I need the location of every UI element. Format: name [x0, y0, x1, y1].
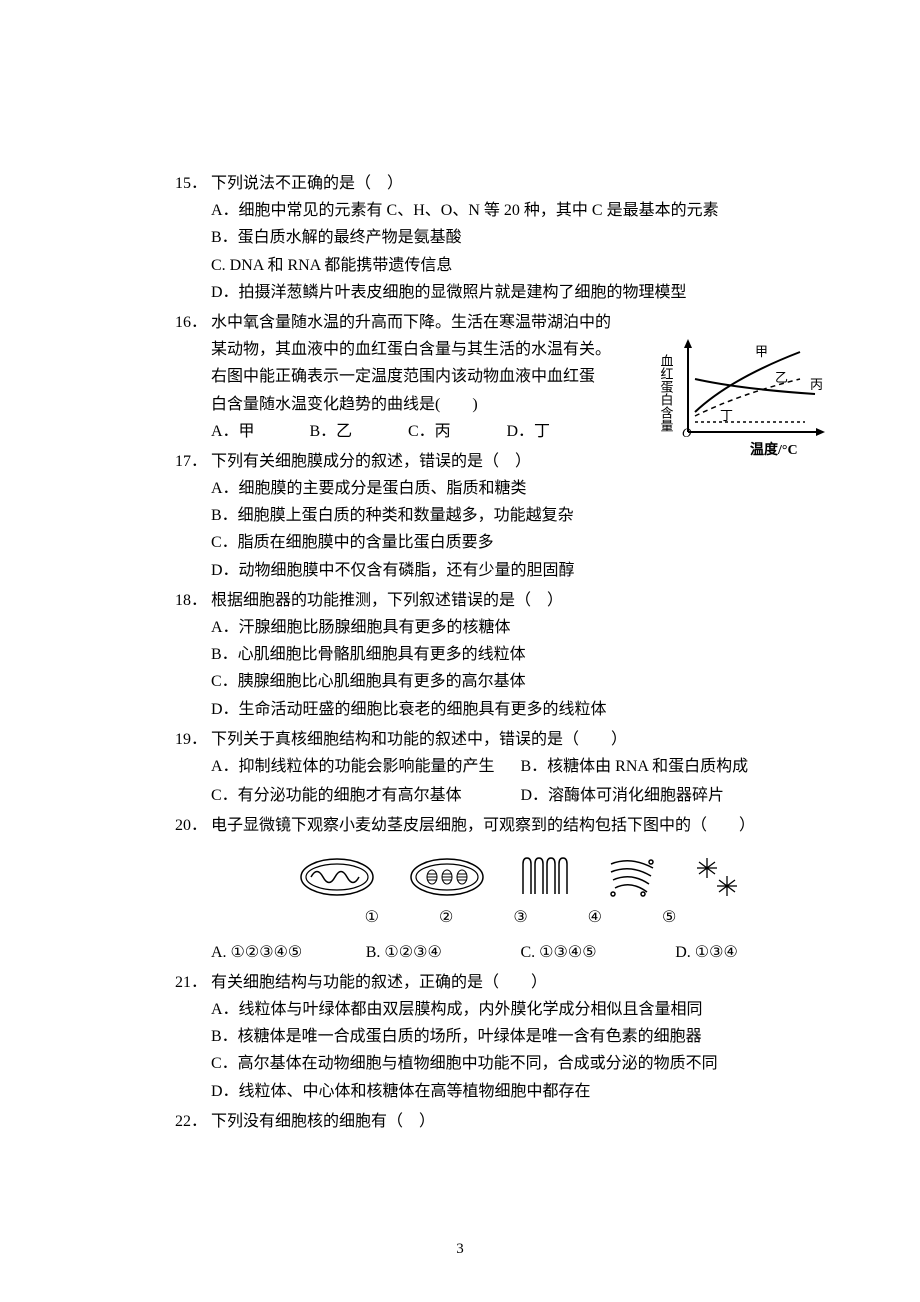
q20-label-2: ② [439, 904, 453, 931]
q20-opt-c: C. ①③④⑤ [521, 939, 676, 966]
q20-labels: ① ② ③ ④ ⑤ [175, 904, 830, 931]
diagram-centriole-icon [689, 854, 745, 900]
q20-label-3: ③ [513, 904, 527, 931]
q16-stem-line4: 白含量随水温变化趋势的曲线是( ) [211, 391, 641, 418]
diagram-chloroplast-icon [407, 854, 487, 900]
question-21: 21． 有关细胞结构与功能的叙述，正确的是（ ） A．线粒体与叶绿体都由双层膜构… [175, 969, 830, 1105]
svg-text:丁: 丁 [720, 408, 733, 423]
q20-label-4: ④ [588, 904, 602, 931]
q20-stem: 电子显微镜下观察小麦幼茎皮层细胞，可观察到的结构包括下图中的（ ） [211, 812, 830, 839]
q15-opt-b: B．蛋白质水解的最终产物是氨基酸 [211, 224, 830, 251]
svg-text:乙: 乙 [775, 370, 788, 385]
page-number: 3 [456, 1237, 464, 1263]
q18-opt-d: D．生命活动旺盛的细胞比衰老的细胞具有更多的线粒体 [211, 696, 830, 723]
q22-header: 22． 下列没有细胞核的细胞有（ ） [175, 1108, 830, 1135]
q20-num: 20． [175, 812, 211, 839]
q16-options: A．甲 B．乙 C．丙 D．丁 [175, 418, 605, 445]
q16-stem-line3: 右图中能正确表示一定温度范围内该动物血液中血红蛋 [211, 363, 641, 390]
question-15: 15． 下列说法不正确的是（ ） A．细胞中常见的元素有 C、H、O、N 等 2… [175, 170, 830, 306]
q20-diagrams [175, 854, 830, 900]
q20-options: A. ①②③④⑤ B. ①②③④ C. ①③④⑤ D. ①③④ [175, 939, 830, 966]
q21-num: 21． [175, 969, 211, 996]
q17-options: A．细胞膜的主要成分是蛋白质、脂质和糖类 B．细胞膜上蛋白质的种类和数量越多，功… [175, 475, 830, 584]
q16-opt-a: A．甲 [211, 418, 310, 445]
diagram-er-icon [517, 854, 573, 900]
q18-options: A．汗腺细胞比肠腺细胞具有更多的核糖体 B．心肌细胞比骨骼肌细胞具有更多的线粒体… [175, 614, 830, 723]
q15-header: 15． 下列说法不正确的是（ ） [175, 170, 830, 197]
q15-num: 15． [175, 170, 211, 197]
q18-opt-c: C．胰腺细胞比心肌细胞具有更多的高尔基体 [211, 668, 830, 695]
q16-opt-d: D．丁 [507, 418, 606, 445]
q16-opt-c: C．丙 [408, 418, 507, 445]
q22-num: 22． [175, 1108, 211, 1135]
q21-opt-a: A．线粒体与叶绿体都由双层膜构成，内外膜化学成分相似且含量相同 [211, 996, 830, 1023]
q17-opt-c: C．脂质在细胞膜中的含量比蛋白质要多 [211, 529, 830, 556]
svg-text:温度/°C: 温度/°C [750, 441, 798, 458]
q16-stem: 水中氧含量随水温的升高而下降。生活在寒温带湖泊中的 某动物，其血液中的血红蛋白含… [211, 309, 641, 418]
q18-opt-b: B．心肌细胞比骨骼肌细胞具有更多的线粒体 [211, 641, 830, 668]
q17-num: 17． [175, 448, 211, 475]
q18-stem: 根据细胞器的功能推测，下列叙述错误的是（ ） [211, 587, 830, 614]
q15-stem: 下列说法不正确的是（ ） [211, 170, 830, 197]
q20-label-5: ⑤ [662, 904, 676, 931]
q22-stem: 下列没有细胞核的细胞有（ ） [211, 1108, 830, 1135]
q19-opt-d: D．溶酶体可消化细胞器碎片 [521, 782, 831, 809]
q17-opt-d: D．动物细胞膜中不仅含有磷脂，还有少量的胆固醇 [211, 557, 830, 584]
q21-opt-c: C．高尔基体在动物细胞与植物细胞中功能不同，合成或分泌的物质不同 [211, 1050, 830, 1077]
svg-text:丙: 丙 [810, 377, 823, 392]
question-17: 17． 下列有关细胞膜成分的叙述，错误的是（ ） A．细胞膜的主要成分是蛋白质、… [175, 448, 830, 584]
q20-opt-d: D. ①③④ [675, 939, 830, 966]
q18-header: 18． 根据细胞器的功能推测，下列叙述错误的是（ ） [175, 587, 830, 614]
q16-graph: O 血红蛋白含量 温度/°C 甲 乙 丙 丁 [660, 334, 840, 464]
q18-opt-a: A．汗腺细胞比肠腺细胞具有更多的核糖体 [211, 614, 830, 641]
q16-stem-line1: 水中氧含量随水温的升高而下降。生活在寒温带湖泊中的 [211, 309, 641, 336]
q15-opt-c: C. DNA 和 RNA 都能携带遗传信息 [211, 252, 830, 279]
q19-opt-c: C．有分泌功能的细胞才有高尔基体 [211, 782, 521, 809]
q19-opt-a: A．抑制线粒体的功能会影响能量的产生 [211, 753, 521, 780]
q20-header: 20． 电子显微镜下观察小麦幼茎皮层细胞，可观察到的结构包括下图中的（ ） [175, 812, 830, 839]
q21-opt-d: D．线粒体、中心体和核糖体在高等植物细胞中都存在 [211, 1078, 830, 1105]
question-19: 19． 下列关于真核细胞结构和功能的叙述中，错误的是（ ） A．抑制线粒体的功能… [175, 726, 830, 810]
q19-options: A．抑制线粒体的功能会影响能量的产生 B．核糖体由 RNA 和蛋白质构成 C．有… [175, 753, 830, 809]
svg-text:血红蛋白含量: 血红蛋白含量 [660, 354, 674, 432]
q16-opt-b: B．乙 [310, 418, 409, 445]
q21-options: A．线粒体与叶绿体都由双层膜构成，内外膜化学成分相似且含量相同 B．核糖体是唯一… [175, 996, 830, 1105]
q21-stem: 有关细胞结构与功能的叙述，正确的是（ ） [211, 969, 830, 996]
diagram-golgi-icon [603, 854, 659, 900]
question-20: 20． 电子显微镜下观察小麦幼茎皮层细胞，可观察到的结构包括下图中的（ ） [175, 812, 830, 966]
q20-label-1: ① [365, 904, 379, 931]
q19-opt-b: B．核糖体由 RNA 和蛋白质构成 [521, 753, 831, 780]
q16-stem-line2: 某动物，其血液中的血红蛋白含量与其生活的水温有关。 [211, 336, 641, 363]
svg-text:甲: 甲 [755, 344, 768, 359]
q21-header: 21． 有关细胞结构与功能的叙述，正确的是（ ） [175, 969, 830, 996]
q20-opt-b: B. ①②③④ [366, 939, 521, 966]
svg-text:O: O [682, 425, 692, 440]
question-18: 18． 根据细胞器的功能推测，下列叙述错误的是（ ） A．汗腺细胞比肠腺细胞具有… [175, 587, 830, 723]
q16-num: 16． [175, 309, 211, 336]
question-22: 22． 下列没有细胞核的细胞有（ ） [175, 1108, 830, 1135]
q19-stem: 下列关于真核细胞结构和功能的叙述中，错误的是（ ） [211, 726, 830, 753]
q19-num: 19． [175, 726, 211, 753]
q18-num: 18． [175, 587, 211, 614]
q17-opt-b: B．细胞膜上蛋白质的种类和数量越多，功能越复杂 [211, 502, 830, 529]
q15-opt-d: D．拍摄洋葱鳞片叶表皮细胞的显微照片就是建构了细胞的物理模型 [211, 279, 830, 306]
q19-header: 19． 下列关于真核细胞结构和功能的叙述中，错误的是（ ） [175, 726, 830, 753]
q20-opt-a: A. ①②③④⑤ [211, 939, 366, 966]
q15-options: A．细胞中常见的元素有 C、H、O、N 等 20 种，其中 C 是最基本的元素 … [175, 197, 830, 306]
q15-opt-a: A．细胞中常见的元素有 C、H、O、N 等 20 种，其中 C 是最基本的元素 [211, 197, 830, 224]
q16-graph-svg: O 血红蛋白含量 温度/°C 甲 乙 丙 丁 [660, 334, 840, 464]
q21-opt-b: B．核糖体是唯一合成蛋白质的场所，叶绿体是唯一含有色素的细胞器 [211, 1023, 830, 1050]
diagram-mitochondria-icon [297, 854, 377, 900]
q17-opt-a: A．细胞膜的主要成分是蛋白质、脂质和糖类 [211, 475, 830, 502]
